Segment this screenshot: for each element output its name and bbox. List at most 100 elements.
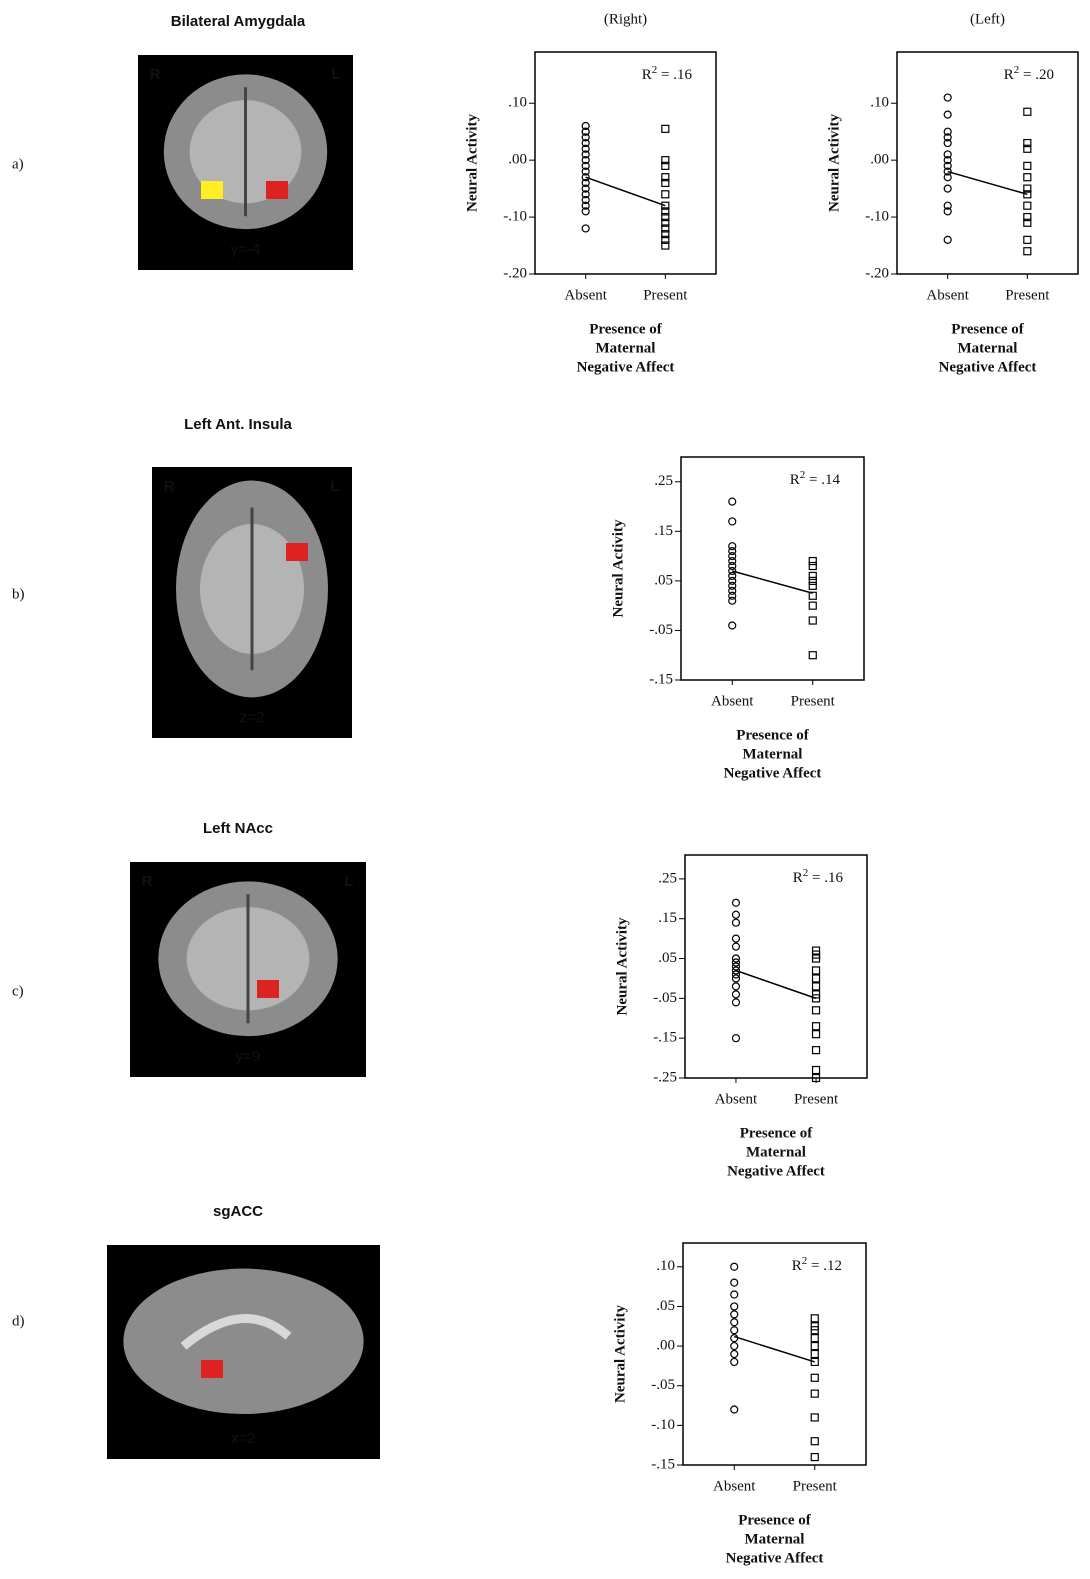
r-squared: R2 = .16	[642, 64, 693, 84]
y-tick-label: .10	[870, 95, 889, 111]
panel-label: c)	[12, 983, 24, 999]
data-point	[731, 990, 741, 999]
r-squared: R2 = .14	[790, 469, 841, 489]
data-point	[811, 1022, 821, 1031]
data-point	[581, 121, 590, 131]
data-point	[728, 566, 737, 576]
data-point	[730, 1290, 739, 1299]
data-point	[810, 1389, 819, 1398]
data-point	[728, 591, 737, 600]
data-point	[661, 218, 670, 227]
y-tick-label: .25	[654, 473, 673, 489]
data-point	[730, 1302, 739, 1311]
data-point	[811, 1030, 821, 1039]
y-tick-label: -.10	[503, 209, 527, 225]
x-axis-label: Presence of	[740, 1125, 814, 1141]
data-point	[1023, 144, 1032, 153]
y-tick-label: -.05	[653, 990, 677, 1006]
data-point	[731, 1034, 741, 1043]
plot-frame	[680, 456, 865, 681]
activation-blob	[257, 980, 279, 998]
data-point	[810, 1334, 819, 1343]
x-tick-label: Present	[793, 1478, 838, 1494]
data-point	[1023, 184, 1032, 193]
data-point	[581, 201, 590, 210]
data-point	[581, 127, 590, 136]
data-point	[661, 124, 670, 133]
y-axis-label: Neural Activity	[614, 917, 630, 1015]
data-point	[808, 651, 817, 660]
orientation-label: R	[150, 66, 161, 83]
r-squared: R2 = .20	[1004, 64, 1054, 84]
data-point	[808, 576, 817, 585]
r-squared-text: = .14	[805, 472, 840, 488]
x-tick-label: Present	[791, 693, 836, 709]
y-tick-label: .10	[508, 95, 527, 111]
slice-label: y=9	[236, 1048, 261, 1065]
r-squared-base: R	[1004, 67, 1014, 83]
chart-title: (Right)	[604, 11, 647, 27]
data-point	[943, 235, 952, 244]
data-point	[581, 138, 590, 148]
data-point	[581, 195, 590, 205]
panel-label: a)	[12, 156, 24, 172]
fit-line	[734, 1335, 815, 1363]
data-point	[810, 1413, 819, 1422]
activation-blob	[286, 543, 308, 561]
data-point	[1023, 173, 1032, 182]
data-point	[581, 224, 590, 233]
r-squared-sup: 2	[803, 867, 809, 879]
data-point	[1023, 138, 1032, 148]
data-point	[731, 966, 741, 975]
data-point	[810, 1326, 819, 1335]
slice-label: x=2	[231, 1430, 256, 1447]
r-squared-sup: 2	[1014, 64, 1020, 76]
y-tick-label: -.15	[651, 1456, 675, 1472]
data-point	[943, 133, 952, 142]
r-squared-sup: 2	[652, 64, 658, 76]
data-point	[728, 621, 737, 630]
data-point	[728, 586, 737, 595]
data-point	[1023, 190, 1032, 199]
orientation-label: R	[142, 873, 153, 890]
corpus-callosum	[180, 1314, 292, 1350]
plot-frame	[534, 51, 717, 275]
y-tick-label: .15	[658, 910, 677, 926]
data-point	[581, 178, 590, 188]
data-point	[808, 601, 817, 610]
y-tick-label: -.20	[503, 265, 527, 281]
data-point	[731, 934, 741, 943]
plot-frame	[682, 1242, 867, 1466]
data-point	[943, 150, 952, 159]
data-point	[731, 954, 741, 963]
region-title: Left NAcc	[203, 820, 273, 837]
data-point	[810, 1452, 819, 1462]
data-point	[810, 1341, 819, 1351]
y-tick-label: -.10	[865, 209, 889, 225]
x-axis-label: Maternal	[596, 340, 656, 356]
data-point	[728, 561, 737, 571]
fit-line	[732, 570, 813, 595]
r-squared-base: R	[793, 870, 803, 886]
x-axis-label: Maternal	[746, 1144, 806, 1160]
data-point	[661, 178, 670, 188]
data-point	[943, 138, 952, 148]
data-point	[661, 224, 670, 233]
orientation-label: L	[331, 66, 340, 83]
orientation-label: L	[330, 478, 339, 495]
data-point	[730, 1318, 739, 1327]
data-point	[943, 201, 952, 210]
data-point	[1023, 161, 1032, 170]
y-axis-label: Neural Activity	[826, 114, 842, 212]
r-squared-base: R	[790, 472, 800, 488]
fit-line	[735, 969, 817, 1000]
data-point	[581, 184, 590, 193]
r-squared-sup: 2	[802, 1255, 808, 1267]
x-tick-label: Absent	[713, 1478, 756, 1494]
data-point	[581, 173, 590, 182]
y-axis-label: Neural Activity	[612, 1305, 628, 1403]
data-point	[661, 156, 670, 165]
data-point	[661, 201, 670, 210]
y-tick-label: -.05	[651, 1377, 675, 1393]
data-point	[943, 207, 952, 216]
